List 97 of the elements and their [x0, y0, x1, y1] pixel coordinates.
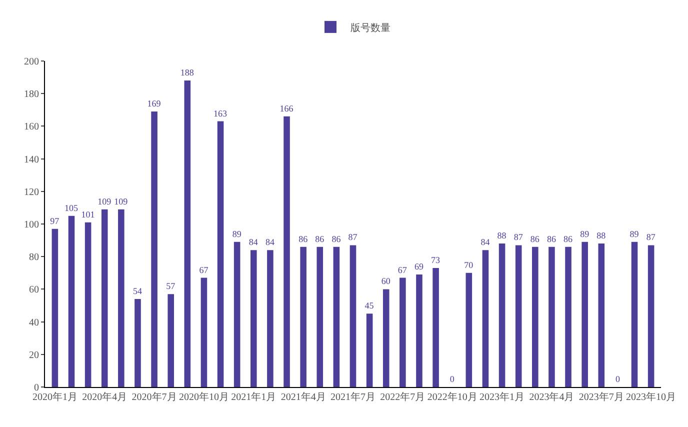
bar	[466, 272, 472, 387]
bar	[532, 246, 538, 387]
bar	[350, 245, 356, 387]
data-label: 45	[364, 300, 374, 311]
x-tick-label: 2023年10月	[626, 391, 676, 403]
y-tick-label: 100	[24, 220, 39, 230]
x-tick-label: 2021年7月	[330, 391, 376, 403]
data-label: 101	[81, 209, 95, 220]
data-label: 169	[147, 98, 162, 109]
data-label: 54	[132, 286, 142, 296]
data-label: 109	[114, 196, 128, 206]
bar	[582, 242, 588, 387]
bar	[382, 289, 390, 387]
x-tick-label: 2023年4月	[529, 391, 574, 403]
data-label: 87	[348, 232, 358, 242]
x-tick-label: 2020年7月	[132, 391, 177, 403]
bar	[134, 298, 141, 387]
data-label: 88	[596, 230, 606, 241]
x-tick-label: 2022年10月	[427, 391, 478, 403]
bar	[52, 228, 58, 387]
bar	[482, 250, 489, 387]
data-label: 86	[564, 234, 574, 244]
data-label: 86	[530, 234, 540, 244]
y-tick-label: 180	[24, 89, 39, 100]
data-label: 109	[98, 196, 112, 206]
x-tick-label: 2022年7月	[380, 391, 426, 403]
y-tick-label: 140	[24, 154, 39, 166]
bar	[234, 242, 240, 387]
data-label: 87	[514, 232, 524, 242]
data-label: 88	[497, 230, 507, 241]
data-label: 86	[298, 234, 308, 244]
data-label: 67	[199, 264, 209, 275]
bar	[366, 314, 373, 387]
y-tick-label: 40	[29, 317, 39, 328]
bar	[648, 245, 654, 387]
data-label: 105	[64, 202, 78, 213]
x-tick-label: 2020年1月	[32, 391, 78, 403]
y-tick-label: 120	[24, 186, 39, 198]
data-label: 57	[166, 281, 176, 292]
bar	[101, 209, 108, 387]
bar	[84, 222, 92, 387]
y-tick-label: 60	[29, 284, 39, 296]
y-tick-label: 160	[24, 122, 39, 133]
data-label: 73	[431, 255, 441, 266]
bar	[598, 244, 605, 387]
bar	[118, 209, 124, 387]
bar	[68, 216, 75, 387]
bar	[333, 246, 340, 387]
data-label: 86	[546, 234, 556, 244]
data-label: 84	[265, 237, 275, 248]
data-label: 89	[232, 228, 242, 239]
data-label: 86	[332, 234, 342, 244]
y-tick-label: 0	[34, 382, 39, 394]
x-tick-label: 2020年10月	[178, 391, 229, 403]
x-tick-label: 2021年1月	[231, 391, 276, 403]
data-label: 86	[315, 234, 325, 244]
data-label: 84	[480, 237, 490, 248]
y-tick-label: 200	[24, 56, 39, 68]
bar	[267, 250, 274, 387]
data-label: 89	[630, 228, 640, 239]
x-tick-label: 2023年7月	[578, 391, 624, 403]
y-tick-label: 20	[29, 350, 39, 361]
bar	[565, 246, 572, 387]
data-label: 67	[398, 264, 408, 275]
data-label: 69	[414, 262, 424, 272]
bar	[515, 245, 522, 387]
data-label: 89	[580, 228, 590, 239]
data-label: 60	[381, 276, 391, 286]
data-label: 163	[214, 108, 228, 118]
bar	[316, 246, 324, 387]
data-label: 188	[180, 68, 194, 78]
bar	[217, 121, 224, 387]
data-label: 0	[450, 374, 455, 384]
bar	[631, 242, 638, 387]
bar	[416, 274, 422, 387]
legend-label: 版号数量	[350, 22, 390, 34]
data-label: 166	[280, 103, 294, 114]
bar	[432, 268, 439, 387]
bar	[300, 246, 306, 387]
bar	[400, 278, 406, 387]
bar	[184, 80, 191, 387]
bar	[151, 112, 158, 387]
y-tick-label: 80	[29, 252, 39, 264]
x-tick-label: 2020年4月	[82, 391, 128, 403]
bar	[168, 294, 174, 387]
data-label: 84	[248, 237, 258, 248]
bar	[250, 250, 257, 387]
bar	[498, 244, 506, 387]
data-label: 0	[615, 374, 620, 384]
data-label: 70	[464, 260, 474, 270]
x-tick-label: 2021年4月	[280, 391, 326, 403]
data-label: 97	[50, 216, 60, 226]
data-label: 87	[646, 232, 656, 242]
x-tick-label: 2023年1月	[480, 391, 525, 403]
bar	[200, 278, 208, 387]
bar	[548, 246, 555, 387]
bar	[284, 116, 290, 387]
